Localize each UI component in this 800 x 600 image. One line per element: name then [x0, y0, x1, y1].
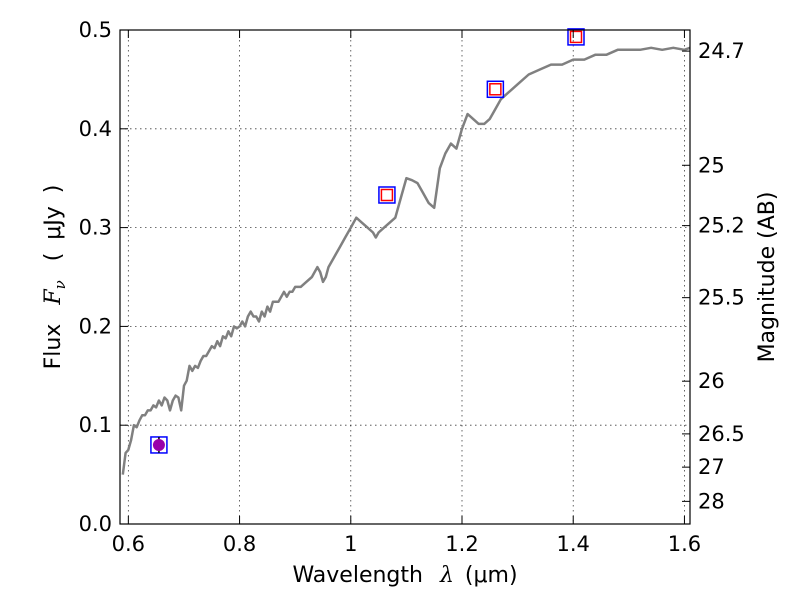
magnitude-tick-label: 26.5 — [698, 422, 745, 446]
magnitude-axis-label: Magnitude (AB) — [755, 192, 780, 363]
y-tick-label: 0.3 — [79, 216, 112, 240]
data-series — [121, 28, 691, 475]
magnitude-tick-label: 25.2 — [698, 214, 745, 238]
photometry-square-marker — [567, 28, 585, 46]
plot-frame — [119, 29, 691, 525]
x-axis: 0.6 0.8 1 1.2 1.4 1.6 — [112, 30, 701, 556]
y-tick-label: 0.2 — [79, 314, 112, 338]
y-tick-label: 0.1 — [79, 413, 112, 437]
magnitude-tick-label: 24.7 — [698, 39, 745, 63]
magnitude-tick-label: 26 — [698, 369, 725, 393]
photometry-square-marker — [486, 80, 505, 99]
magnitude-tick-label: 27 — [698, 455, 725, 479]
x-tick-label: 0.8 — [223, 532, 256, 556]
sed-model-line — [121, 46, 691, 475]
y-axis-label: Flux Fν ( μJy ) — [41, 185, 71, 370]
photometry-square-marker — [150, 436, 168, 454]
y-tick-label: 0.4 — [79, 117, 112, 141]
x-axis-label-open-paren: ( — [465, 563, 474, 588]
x-tick-label: 1 — [344, 532, 357, 556]
photometry-square-marker — [569, 30, 583, 44]
photometry-square-marker — [378, 186, 396, 204]
x-tick-label: 1.6 — [668, 532, 701, 556]
photometry-circle-marker — [152, 438, 165, 451]
x-axis-label: Wavelength λ (μm) — [292, 563, 517, 588]
y-axis-label-text: Flux — [41, 324, 66, 370]
plot-area — [119, 28, 691, 525]
y-axis-label-open-paren: ( — [41, 253, 66, 262]
y-axis-label-symbol: F — [41, 289, 66, 306]
x-tick-label: 1.2 — [445, 532, 478, 556]
x-axis-label-symbol: λ — [439, 563, 454, 588]
x-axis-label-text: Wavelength — [292, 563, 423, 588]
magnitude-tick-label: 25.5 — [698, 286, 745, 310]
photometry-square-marker — [489, 83, 502, 96]
x-tick-label: 0.6 — [112, 532, 145, 556]
x-tick-label: 1.4 — [557, 532, 590, 556]
y-axis-label-subscript: ν — [51, 280, 69, 289]
photometry-square-marker — [380, 188, 394, 202]
y-tick-label: 0.0 — [79, 512, 112, 536]
y-axis-label-close-paren: ) — [41, 185, 66, 194]
x-axis-label-close-paren: ) — [509, 563, 518, 588]
y-tick-label: 0.5 — [79, 18, 112, 42]
magnitude-tick-label: 28 — [698, 489, 725, 513]
y-axis-label-unit: μJy — [41, 206, 66, 240]
magnitude-axis: 24.7 25 25.2 25.5 26 26.5 27 28 — [682, 39, 745, 513]
y-axis: 0.0 0.1 0.2 0.3 0.4 0.5 — [79, 18, 128, 536]
plot-background — [120, 30, 690, 524]
x-axis-label-unit: μm — [474, 563, 509, 588]
magnitude-tick-label: 25 — [698, 153, 725, 177]
